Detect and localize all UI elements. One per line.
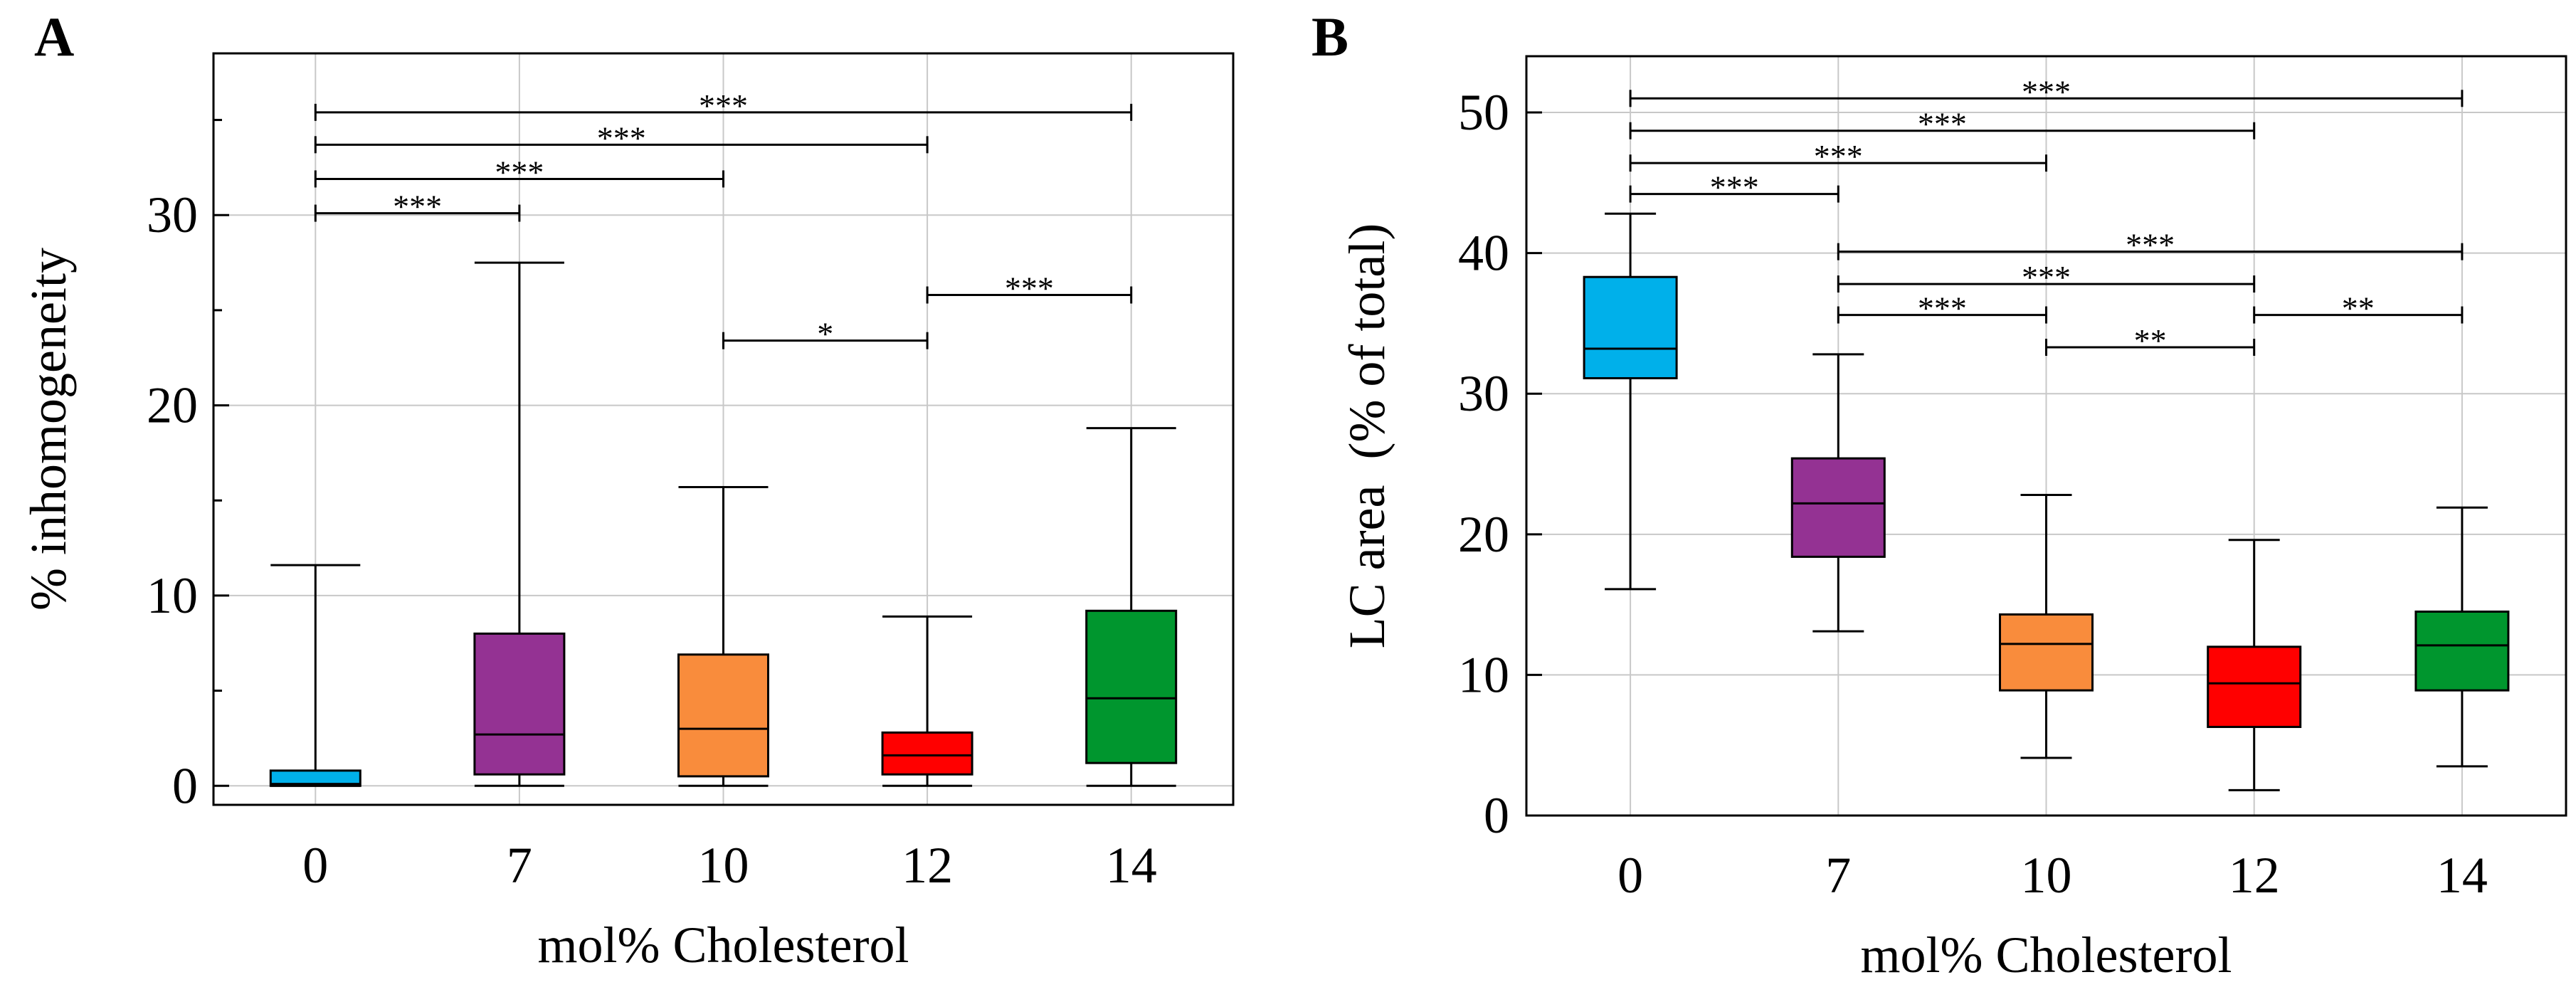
significance-label: ***: [2022, 73, 2071, 110]
x-tick-label: 7: [507, 837, 532, 894]
y-tick-label: 0: [172, 757, 198, 814]
significance-label: ***: [597, 120, 646, 156]
y-axis-title: % inhomogeneity: [20, 248, 77, 611]
y-tick-label: 10: [147, 567, 198, 624]
plot-frame: [1525, 55, 2567, 817]
significance-label: **: [2342, 290, 2375, 327]
box-iqr-14: [2414, 610, 2510, 692]
x-tick-label: 14: [1106, 837, 1157, 894]
plot-frame: [212, 52, 1235, 806]
significance-label: ***: [1918, 106, 1967, 142]
significance-label: ***: [1005, 270, 1054, 307]
y-tick-label: 0: [1484, 787, 1509, 844]
panel-letter: B: [1311, 6, 1348, 68]
box-iqr-12: [881, 731, 973, 776]
y-tick-label: 30: [1458, 365, 1509, 422]
box-iqr-7: [1790, 457, 1886, 558]
x-axis-title: mol% Cholesterol: [1861, 927, 2232, 983]
significance-label: ***: [699, 88, 748, 124]
y-tick-label: 30: [147, 186, 198, 243]
significance-label: ***: [1710, 169, 1759, 206]
x-tick-label: 7: [1825, 847, 1851, 904]
panel-b: B 0 10 20 30 40 50 0 7 10 12 14 mol% Cholesterol LC a…: [1311, 6, 2567, 983]
significance-label: ***: [495, 154, 544, 190]
significance-label: ***: [393, 189, 442, 225]
box-iqr-0: [1583, 275, 1678, 379]
box-iqr-0: [269, 769, 361, 787]
y-tick-label: 10: [1458, 646, 1509, 703]
significance-label: ***: [2126, 227, 2175, 263]
box-iqr-10: [1999, 613, 2094, 692]
box-iqr-7: [473, 632, 566, 776]
y-tick-label: 20: [1458, 506, 1509, 563]
x-tick-label: 0: [302, 837, 328, 894]
y-tick-label: 50: [1458, 84, 1509, 141]
x-tick-label: 12: [902, 837, 953, 894]
x-tick-label: 10: [698, 837, 749, 894]
panel-a: A 0 10 20 30 0 7 10 12 14 mol% Cholesterol % inhomo…: [20, 6, 1235, 973]
significance-label: **: [2134, 322, 2167, 359]
y-axis-title: LC area (% of total): [1339, 223, 1395, 649]
x-axis-title: mol% Cholesterol: [538, 917, 909, 973]
significance-label: ***: [1918, 290, 1967, 327]
significance-label: *: [817, 316, 833, 352]
y-tick-label: 20: [147, 377, 198, 434]
panel-letter: A: [34, 6, 74, 68]
y-tick-label: 40: [1458, 225, 1509, 282]
x-tick-label: 14: [2437, 847, 2488, 904]
significance-label: ***: [1814, 138, 1863, 174]
box-iqr-12: [2207, 645, 2302, 729]
box-iqr-10: [677, 653, 769, 778]
x-tick-label: 10: [2021, 847, 2072, 904]
box-iqr-14: [1085, 609, 1178, 764]
x-tick-label: 0: [1617, 847, 1643, 904]
significance-label: ***: [2022, 259, 2071, 295]
x-tick-label: 12: [2229, 847, 2280, 904]
